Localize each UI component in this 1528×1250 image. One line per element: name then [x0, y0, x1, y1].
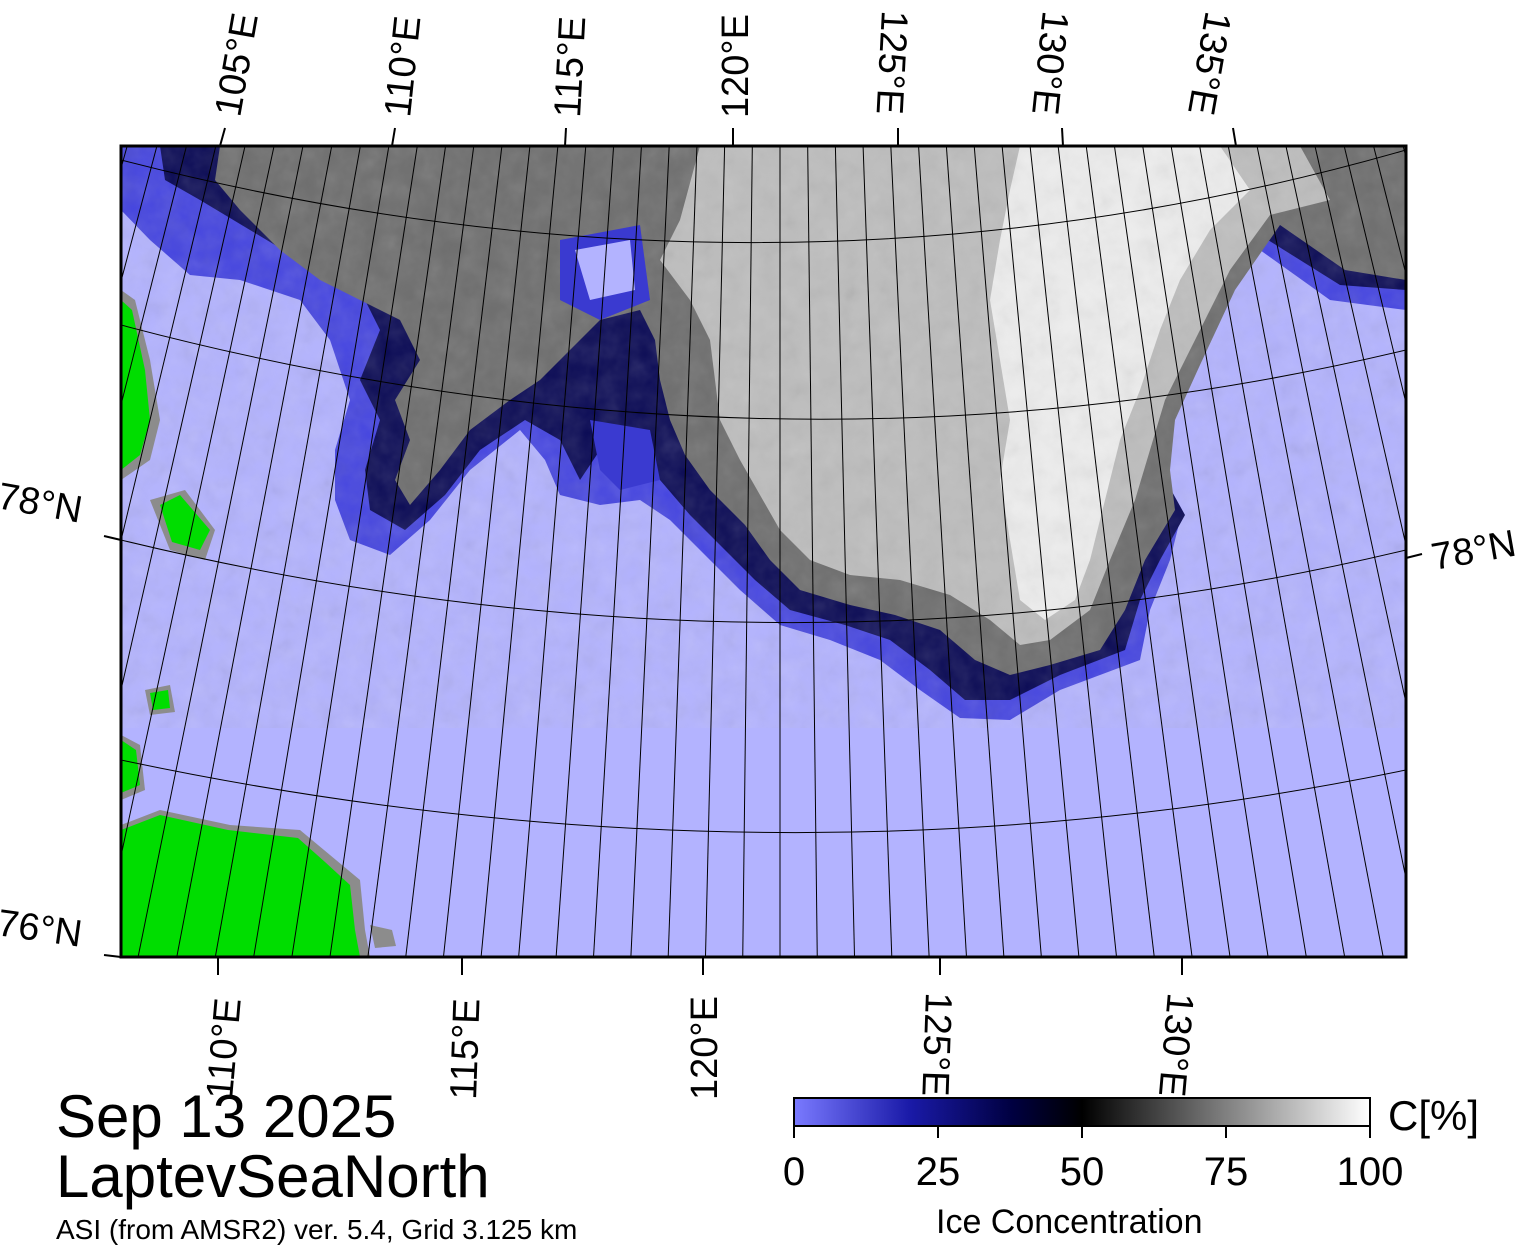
meridian-line	[890, 146, 930, 957]
meridian-line	[121, 146, 275, 859]
meridian-line	[405, 146, 503, 957]
map-area	[121, 0, 1528, 1041]
bottom-lon-labels: 110°E 115°E 120°E 125°E 130°E	[199, 991, 1201, 1101]
colorbar-tick-label: 50	[1059, 1150, 1105, 1194]
map-date: Sep 13 2025	[56, 1083, 397, 1150]
meridian-line	[742, 146, 753, 957]
meridian-line	[1475, 0, 1528, 1041]
meridian-line	[176, 146, 333, 957]
meridian-line	[918, 146, 967, 957]
meridian-line	[1285, 146, 1406, 706]
lat-label-right-78: 78°N	[1428, 523, 1519, 579]
meridian-line	[367, 146, 475, 957]
meridian-line	[480, 146, 559, 957]
lat-label-left-76: 76°N	[0, 902, 85, 955]
axis-ticks	[103, 127, 1423, 975]
meridian-line	[291, 146, 418, 957]
colorbar-gradient	[793, 1097, 1371, 1127]
meridian-line	[1314, 146, 1406, 548]
lon-label-top: 110°E	[377, 14, 429, 119]
product-info: ASI (from AMSR2) ver. 5.4, Grid 3.125 km	[56, 1214, 578, 1245]
top-lon-labels: 105°E 110°E 115°E 120°E 125°E 130°E 135°…	[208, 8, 1239, 119]
lon-label-bottom: 125°E	[913, 992, 959, 1097]
colorbar-tick-label: 0	[782, 1150, 806, 1194]
meridian-line	[1227, 146, 1384, 957]
meridian-line	[834, 146, 856, 957]
meridian-line	[1373, 146, 1406, 277]
meridian-line	[442, 146, 531, 957]
graticule	[121, 0, 1528, 1041]
meridian-line	[253, 146, 390, 957]
colorbar-title: Ice Concentration	[936, 1203, 1203, 1241]
meridian-line	[1343, 146, 1406, 406]
meridian-line	[630, 146, 670, 957]
meridian-line	[667, 146, 698, 957]
land-masses	[121, 290, 396, 957]
colorbar-tick-label: 100	[1336, 1150, 1404, 1194]
lon-label-top: 105°E	[208, 10, 267, 120]
lon-label-top: 125°E	[868, 10, 915, 116]
meridian-line	[1170, 146, 1307, 957]
meridian-line	[518, 146, 587, 957]
meridian-line	[1142, 146, 1269, 957]
map-frame	[119, 144, 1408, 959]
meridian-line	[137, 146, 304, 957]
meridian-line	[1256, 146, 1406, 882]
meridian-line	[862, 146, 893, 957]
colorbar	[793, 1097, 1371, 1138]
lon-label-bottom: 120°E	[684, 996, 726, 1100]
colorbar-unit: C[%]	[1388, 1092, 1480, 1139]
meridian-line	[121, 146, 246, 693]
meridian-line	[329, 146, 447, 957]
meridian-line	[593, 146, 642, 957]
meridian-line	[1029, 146, 1118, 957]
meridian-line	[121, 146, 187, 407]
meridian-line	[945, 146, 1005, 957]
meridian-line	[555, 146, 615, 957]
colorbar-ticks	[793, 1126, 1371, 1138]
lon-label-top: 130°E	[1023, 9, 1076, 117]
meridian-line	[1085, 146, 1193, 957]
meridian-line	[1113, 146, 1231, 957]
meridian-line	[214, 146, 361, 957]
lon-label-top: 135°E	[1179, 8, 1238, 118]
meridian-line	[1057, 146, 1155, 957]
meridian-line	[1001, 146, 1080, 957]
meridian-line	[704, 146, 726, 957]
lat-label-left-78: 78°N	[0, 476, 85, 532]
meridian-line	[973, 146, 1042, 957]
lon-label-top: 120°E	[715, 14, 757, 118]
lon-label-top: 115°E	[547, 15, 594, 118]
meridian-line	[1199, 146, 1346, 957]
meridian-line	[807, 146, 818, 957]
meridian-line	[121, 146, 217, 543]
lon-label-bottom: 130°E	[1150, 991, 1201, 1098]
colorbar-tick-label: 25	[915, 1150, 961, 1194]
lon-label-bottom: 110°E	[199, 996, 250, 1100]
region-name: LaptevSeaNorth	[56, 1143, 490, 1210]
meridian-line	[121, 146, 158, 284]
lon-label-bottom: 115°E	[443, 998, 489, 1101]
colorbar-tick-label: 75	[1203, 1150, 1249, 1194]
